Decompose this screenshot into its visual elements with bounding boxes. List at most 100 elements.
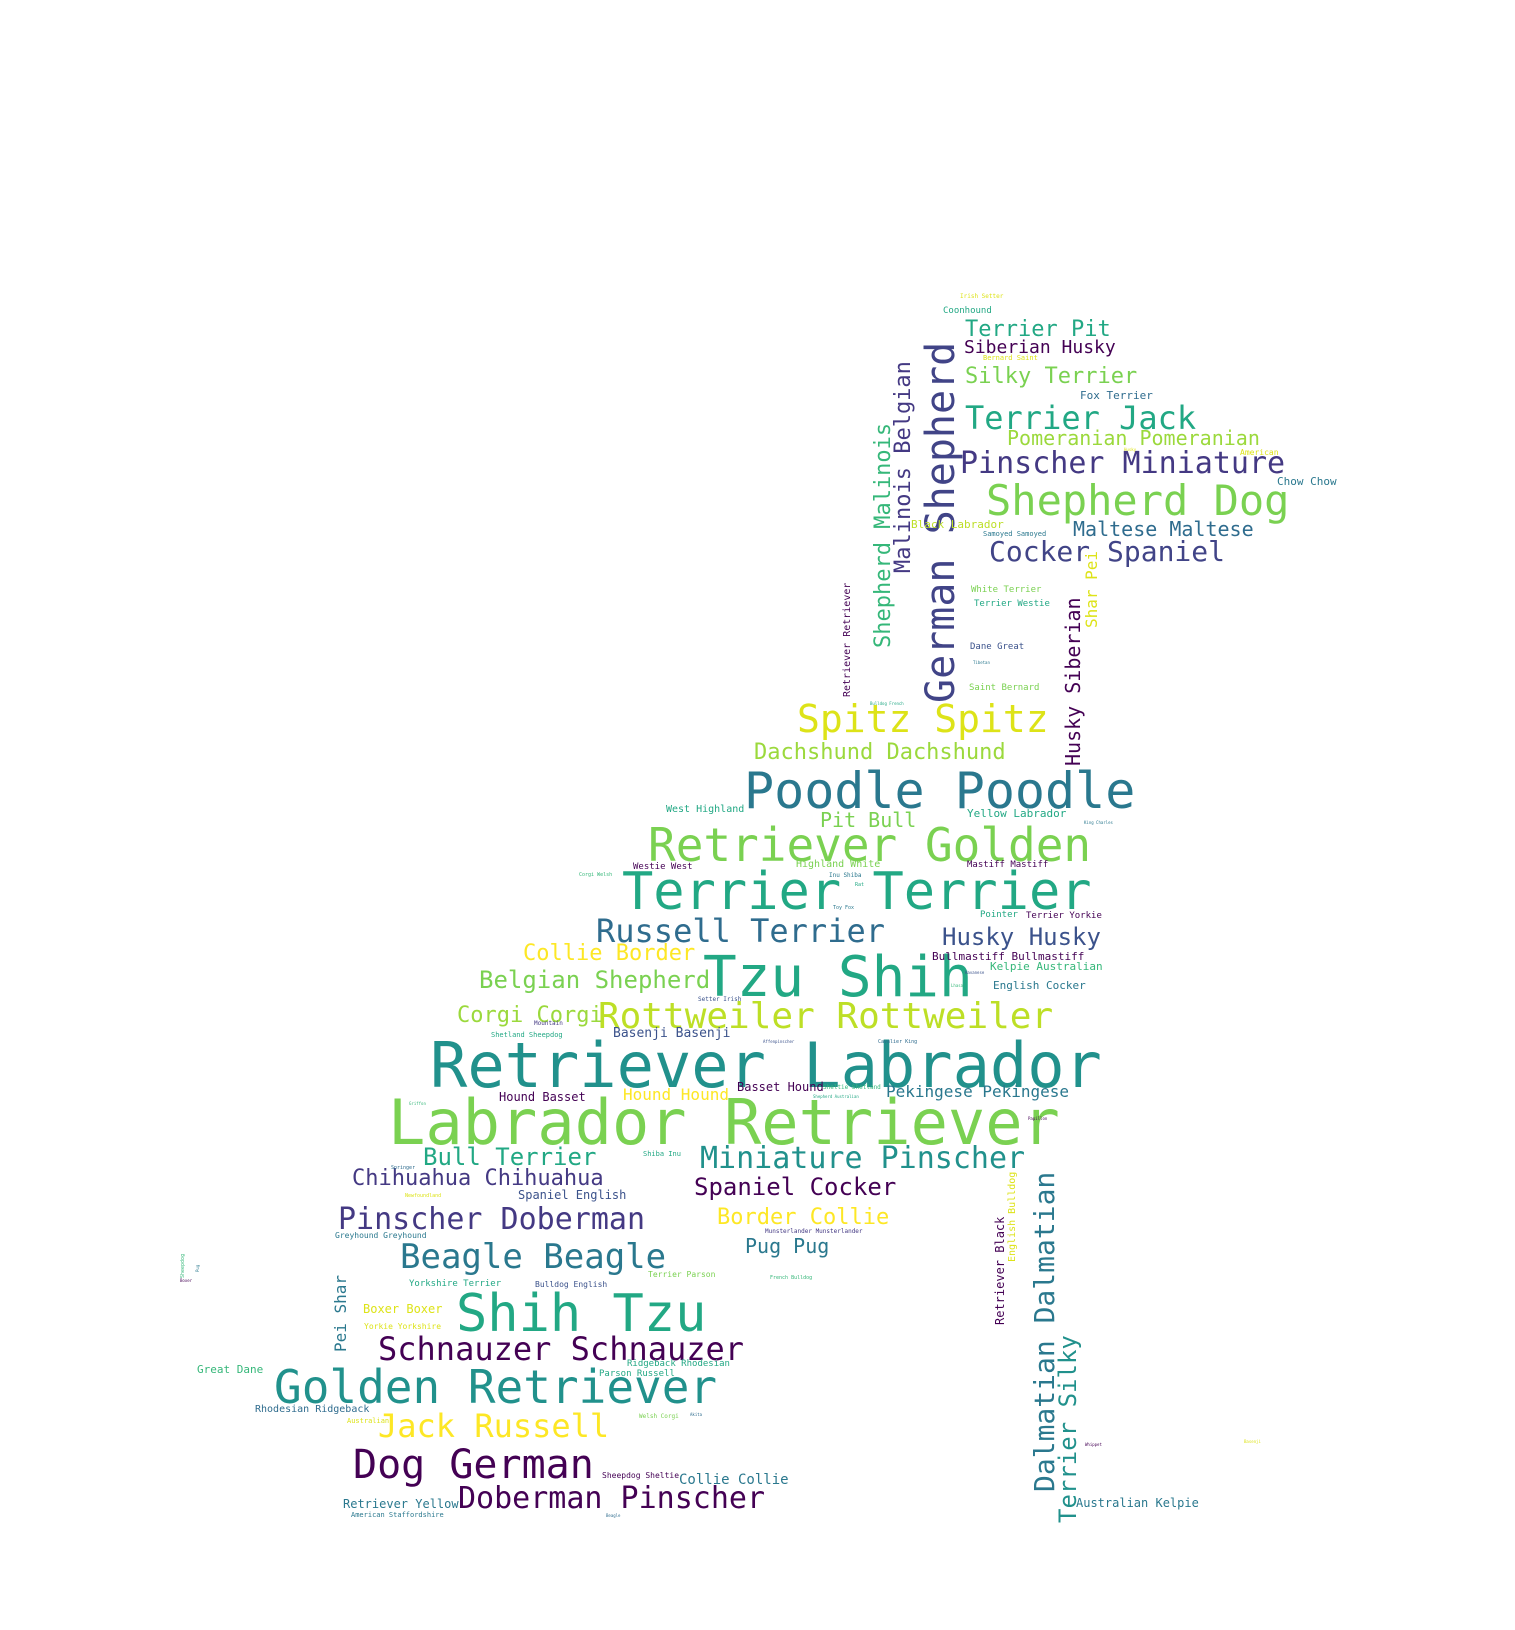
cloud-word: Kelpie Australian (990, 960, 1103, 973)
cloud-word: Beagle (606, 1513, 621, 1518)
cloud-word: Terrier Westie (974, 599, 1050, 609)
cloud-word: Affenpinscher (763, 1039, 795, 1044)
cloud-word: Toy Fox (833, 905, 855, 911)
cloud-word: Pinscher Doberman (338, 1202, 646, 1237)
cloud-word: Shepherd Australian (813, 1094, 859, 1099)
cloud-word: Retriever Retriever (842, 582, 853, 697)
cloud-word: Husky Husky (942, 923, 1101, 951)
cloud-word: Bull Terrier (423, 1143, 597, 1171)
cloud-word: Rhodesian Ridgeback (255, 1404, 370, 1415)
cloud-word: Westie West (633, 862, 693, 872)
cloud-word: American Staffordshire (351, 1511, 444, 1519)
cloud-word: Australian (347, 1417, 390, 1425)
cloud-word: Pit Bull (820, 808, 917, 832)
cloud-word: Samoyed Samoyed (983, 530, 1047, 538)
cloud-word: Siberian Husky (964, 337, 1116, 358)
cloud-word: Golden Retriever (274, 1360, 718, 1414)
cloud-word: American (1240, 448, 1279, 457)
cloud-word: Retriever Black (993, 1216, 1007, 1325)
cloud-word: Husky Siberian (1061, 597, 1085, 766)
cloud-word: Shar Pei (1082, 550, 1101, 628)
cloud-word: Pekingese Pekingese (886, 1082, 1070, 1101)
cloud-word: Pug Pug (745, 1234, 830, 1258)
cloud-word: English Cocker (993, 979, 1086, 992)
cloud-word: Akita (690, 1412, 703, 1417)
cloud-word: Belgian Shepherd (479, 966, 711, 994)
cloud-word: Saint Bernard (969, 683, 1040, 693)
cloud-word: Russell Terrier (596, 912, 885, 950)
cloud-word: Sheepdog (180, 1253, 186, 1278)
cloud-word: Parson Russell (599, 1369, 675, 1379)
cloud-word: Havanese (965, 970, 985, 975)
cloud-word: Border Collie (717, 1205, 890, 1230)
cloud-word: Basenji (1244, 1439, 1261, 1444)
cloud-word: Yellow Labrador (967, 807, 1067, 820)
cloud-word: Collie Border (523, 941, 696, 966)
cloud-word: Basenji Basenji (613, 1026, 731, 1041)
cloud-word: Welsh Corgi (639, 1413, 679, 1420)
cloud-word: Mastiff Mastiff (967, 860, 1049, 870)
cloud-word: Bulldog English (535, 1280, 608, 1289)
cloud-word: English Bulldog (1007, 1171, 1018, 1262)
cloud-word: Terrier Parson (648, 1270, 716, 1279)
cloud-word: Doberman Pinscher (458, 1481, 766, 1516)
cloud-word: Boxer (180, 1278, 193, 1283)
cloud-word: Irish Setter (960, 293, 1004, 300)
cloud-word: Retriever Labrador (430, 1029, 1102, 1102)
cloud-word: Corgi Corgi (457, 1003, 603, 1028)
cloud-word: Jack Russell (378, 1407, 610, 1445)
cloud-word: Springer (391, 1165, 416, 1171)
cloud-word: Sheepdog Sheltie (602, 1471, 680, 1480)
cloud-word: Rottweiler Rottweiler (598, 996, 1054, 1037)
cloud-word: Dachshund Dachshund (754, 740, 1006, 765)
cloud-word: Terrier Terrier (622, 862, 1092, 922)
cloud-word: Poodle Poodle (744, 762, 1136, 820)
cloud-word: Spaniel English (518, 1188, 627, 1202)
cloud-word: Shiba Inu (643, 1150, 681, 1158)
cloud-word: Papillon (1028, 1116, 1048, 1121)
cloud-word: Pug (195, 1264, 200, 1272)
cloud-word: White Terrier (971, 585, 1042, 595)
cloud-word: Newfoundland (405, 1193, 442, 1199)
cloud-word: Dog German (353, 1442, 594, 1488)
cloud-word: Coonhound (943, 306, 992, 316)
cloud-word: Miniature Pinscher (700, 1141, 1026, 1176)
cloud-word: Tibetan (973, 660, 990, 665)
cloud-word: Yorkshire Terrier (409, 1279, 502, 1289)
cloud-word: Great Dane (197, 1363, 264, 1376)
cloud-word: Mountain (534, 1020, 563, 1027)
cloud-word: Cavalier King (878, 1039, 918, 1045)
cloud-word: Chow Chow (1277, 475, 1337, 488)
cloud-word: Hound Hound (623, 1085, 729, 1104)
cloud-word: Retriever Yellow (343, 1497, 459, 1511)
cloud-word: Bulldog French (870, 701, 904, 706)
cloud-word: Schnauzer Schnauzer (378, 1330, 745, 1368)
cloud-word: Maltese Maltese (1073, 517, 1254, 541)
cloud-word: West Highland (666, 804, 745, 815)
cloud-word: Shepherd Dog (986, 476, 1290, 525)
cloud-word: Rat (855, 882, 865, 888)
cloud-word: Boxer Boxer (363, 1302, 443, 1316)
cloud-word: Silky Terrier (965, 364, 1138, 389)
cloud-word: Beagle Beagle (400, 1237, 667, 1277)
cloud-word: Spitz Spitz (797, 697, 1049, 741)
cloud-word: Munsterlander Munsterlander (765, 1228, 863, 1235)
cloud-word: Greyhound Greyhound (335, 1231, 427, 1240)
cloud-word: Retriever Golden (648, 818, 1092, 872)
cloud-word: Terrier Jack (965, 399, 1197, 437)
cloud-word: Shetland Sheepdog (491, 1031, 563, 1039)
cloud-word: Pinscher Miniature (960, 446, 1286, 481)
cloud-word: Terrier Silky (1054, 1335, 1082, 1523)
cloud-word: Bernard Saint (983, 354, 1038, 362)
cloud-word: Labrador Retriever (388, 1086, 1060, 1159)
cloud-word: Lhasa (951, 983, 964, 988)
cloud-word: Pointer (980, 910, 1018, 920)
cloud-word: Husky (1124, 447, 1137, 452)
cloud-word: Bullmastiff Bullmastiff (932, 950, 1085, 963)
cloud-word: Malinois Belgian (891, 361, 916, 573)
cloud-word: Dane Great (970, 642, 1025, 652)
cloud-word: Tzu Shih (703, 945, 973, 1010)
cloud-word: Corgi Welsh (579, 872, 613, 878)
cloud-word: French Bulldog (770, 1275, 813, 1281)
